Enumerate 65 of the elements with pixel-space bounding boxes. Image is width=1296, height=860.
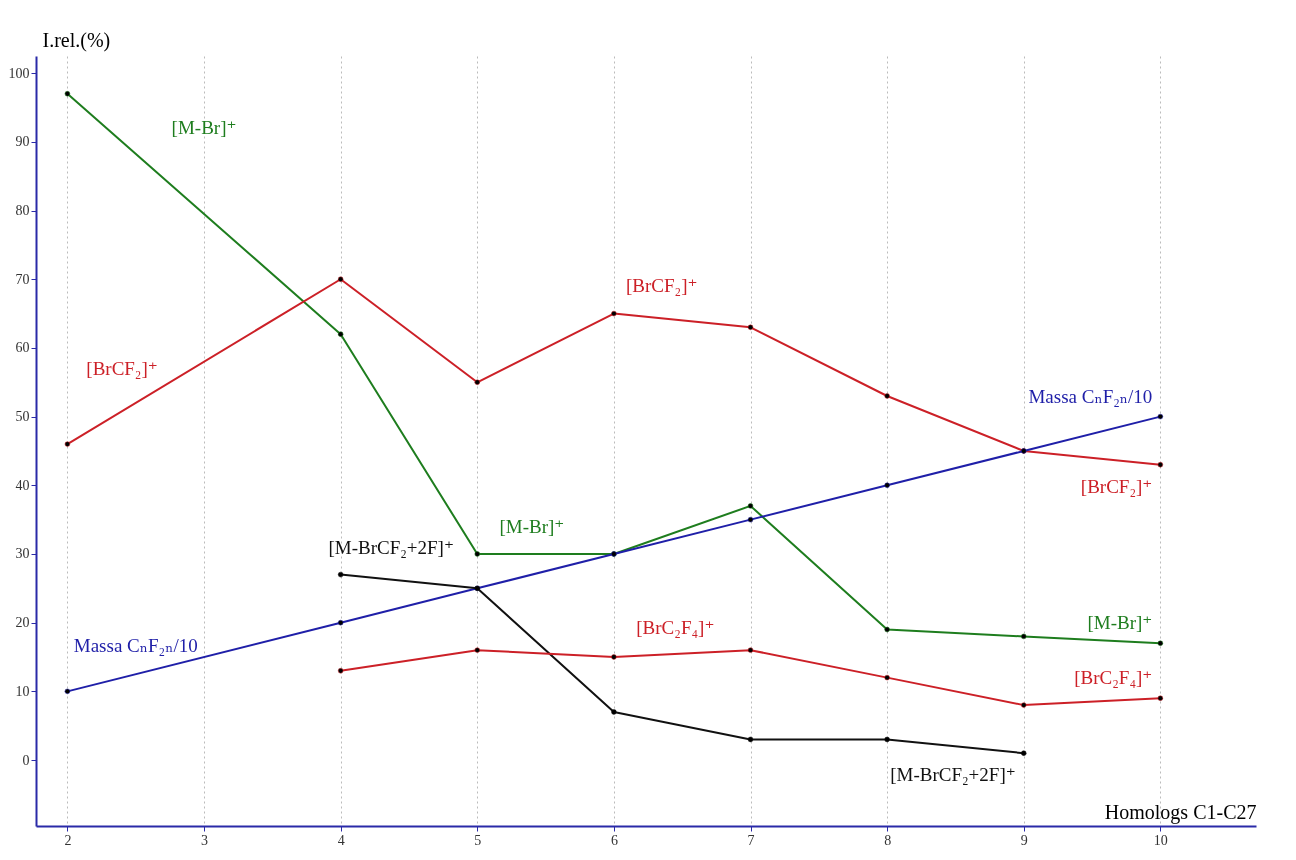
point (884, 482, 890, 488)
point (1157, 695, 1164, 701)
y-tick-label: 100 (8, 65, 30, 81)
point (337, 571, 344, 578)
x-tick-label: 7 (747, 832, 755, 848)
point (884, 674, 890, 681)
point (747, 324, 754, 331)
point (611, 709, 617, 715)
series-label: [M-Br]⁺ (1087, 612, 1153, 634)
annotation: [BrCF₂]⁺ (86, 357, 158, 379)
point (1021, 750, 1027, 756)
y-tick-label: 20 (15, 615, 30, 631)
point (474, 647, 480, 653)
point (1157, 640, 1164, 646)
point (1021, 633, 1027, 640)
annotation: Massa CₙF₂ₙ/10 (73, 635, 198, 657)
series-label: Massa CₙF₂ₙ/10 (1028, 385, 1153, 407)
x-tick-label: 10 (1153, 832, 1168, 848)
y-tick-label: 70 (15, 271, 30, 287)
y-tick-label: 60 (15, 340, 30, 356)
x-tick-label: 5 (474, 832, 482, 848)
point (337, 668, 344, 674)
y-tick-label: 80 (15, 203, 30, 219)
point (474, 551, 480, 557)
x-tick-label: 2 (64, 832, 72, 848)
point (1021, 702, 1027, 708)
point (64, 688, 71, 695)
y-tick-label: 0 (22, 752, 30, 768)
point (747, 503, 754, 509)
annotation: [M-Br]⁺ (171, 117, 237, 139)
annotation: [BrC₂F₄]⁺ (636, 617, 715, 639)
point (337, 331, 344, 337)
point (474, 379, 480, 385)
y-tick-label: 90 (15, 134, 30, 150)
series-label: [BrCF₂]⁺ (1080, 475, 1153, 497)
point (1157, 413, 1164, 420)
point (747, 736, 754, 743)
y-axis-title: I.rel.(%) (42, 28, 111, 52)
point (1157, 462, 1164, 468)
x-tick-label: 3 (201, 832, 209, 848)
point (337, 619, 344, 626)
x-tick-label: 6 (610, 832, 618, 848)
point (747, 647, 754, 653)
point (884, 736, 890, 743)
annotation: [M-BrCF₂+2F]⁺ (328, 537, 454, 559)
point (884, 626, 890, 633)
y-tick-label: 30 (15, 546, 30, 562)
y-tick-label: 10 (15, 683, 30, 699)
y-tick-label: 50 (15, 409, 30, 425)
annotation: [M-Br]⁺ (499, 515, 565, 537)
point (64, 441, 71, 447)
point (611, 310, 617, 317)
point (611, 654, 617, 660)
x-axis-title: Homologs C1-C27 (1104, 800, 1257, 824)
x-tick-label: 4 (337, 832, 345, 848)
series-label: [BrC₂F₄]⁺ (1074, 667, 1153, 689)
x-tick-label: 9 (1020, 832, 1028, 848)
y-tick-label: 40 (15, 477, 30, 493)
point (64, 91, 71, 97)
x-tick-label: 8 (884, 832, 892, 848)
point (337, 276, 344, 282)
series-label: [M-BrCF₂+2F]⁺ (890, 764, 1016, 786)
point (747, 516, 754, 523)
annotation: [BrCF₂]⁺ (625, 275, 698, 297)
point (884, 393, 890, 399)
